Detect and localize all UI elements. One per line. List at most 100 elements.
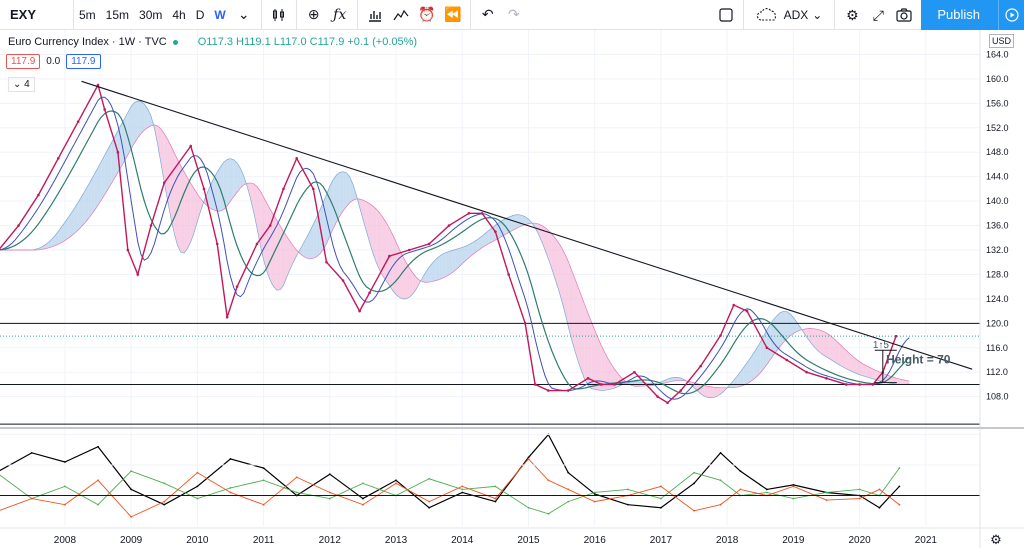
interval-d[interactable]: D: [195, 7, 205, 22]
interval-5m[interactable]: 5m: [79, 7, 96, 22]
indicator-toggle[interactable]: ⌄ 4: [8, 77, 35, 92]
indicators-fx-icon[interactable]: ƒx: [333, 6, 347, 23]
price-point: [215, 242, 219, 246]
di-minus-line-point: [719, 503, 722, 506]
strategy-icon[interactable]: [388, 2, 414, 28]
cloud-segment: [227, 158, 231, 206]
cloud-segment: [422, 272, 426, 283]
ask-price-box[interactable]: 117.9: [66, 54, 101, 69]
cloud-segment: [743, 362, 748, 386]
di-plus-line-point: [295, 491, 298, 494]
cloud-span-b: [0, 124, 910, 389]
cloud-segment: [468, 242, 473, 258]
chevron-down-icon[interactable]: ⌄: [237, 6, 250, 22]
cloud-segment: [740, 367, 744, 387]
price-point: [388, 254, 391, 258]
di-minus-line-point: [693, 509, 695, 512]
di-plus-line-point: [461, 488, 464, 491]
cloud-segment: [187, 177, 191, 249]
cloud-segment: [197, 193, 201, 222]
redo-icon[interactable]: ↷: [507, 6, 520, 22]
cloud-segment: [84, 185, 89, 223]
cloud-segment: [98, 161, 102, 206]
cloud-segment: [866, 365, 870, 378]
cloud-segment: [578, 287, 582, 372]
fullscreen-icon[interactable]: ⤢: [872, 6, 884, 23]
price-point: [311, 187, 315, 191]
price-point: [656, 395, 659, 398]
chart-area[interactable]: 120.0110.0103.5117.959:50 Height = 701↑5…: [0, 30, 1024, 548]
adx-line: [0, 433, 900, 509]
cloud-segment: [144, 104, 148, 131]
cloud-segment: [518, 214, 522, 228]
di-plus-line-point: [547, 512, 550, 515]
layout-square-icon[interactable]: [713, 2, 739, 28]
gear-icon[interactable]: ⚙: [846, 6, 859, 23]
price-point: [235, 285, 239, 288]
interval-w[interactable]: W: [214, 7, 226, 22]
cloud-segment: [217, 166, 221, 212]
interval-4h[interactable]: 4h: [172, 7, 186, 22]
alert-clock-icon[interactable]: ⏰: [418, 6, 436, 22]
camera-icon[interactable]: [891, 2, 917, 28]
cloud-span-a: [0, 100, 910, 399]
cloud-segment: [333, 175, 337, 229]
cloud-segment: [584, 304, 589, 386]
price-point: [765, 346, 769, 350]
cloud-segment: [806, 328, 810, 342]
replay-icon[interactable]: ⏪: [444, 6, 462, 22]
cloud-segment: [790, 313, 794, 337]
adx-line-point: [64, 461, 66, 463]
cloud-segment: [273, 214, 277, 291]
cloud-segment: [280, 225, 284, 290]
di-plus-line-point: [428, 477, 431, 480]
candlestick-icon[interactable]: [266, 2, 292, 28]
gear-icon[interactable]: ⚙: [990, 533, 1002, 548]
cloud-segment: [458, 247, 463, 268]
cloud-segment: [147, 109, 152, 128]
cloud-segment: [194, 188, 198, 233]
cloud-segment: [872, 368, 877, 380]
adx-line-point: [693, 482, 695, 485]
cloud-segment: [230, 158, 234, 202]
undo-icon[interactable]: ↶: [481, 6, 494, 22]
cloud-segment: [64, 217, 69, 241]
cloud-segment: [134, 101, 138, 144]
compare-plus-icon[interactable]: ⊕: [307, 6, 320, 22]
symbol-search[interactable]: EXY: [0, 0, 74, 30]
toolbar-divider: [295, 0, 297, 30]
time-axis-tick-label: 2016: [584, 535, 607, 546]
publish-button[interactable]: Publish: [921, 0, 998, 30]
cloud-segment: [290, 241, 294, 270]
time-axis-tick-label: 2017: [650, 535, 673, 546]
price-point: [666, 401, 669, 405]
price-axis-tick-label: 164.0: [986, 49, 1009, 59]
cloud-segment: [104, 149, 108, 195]
cloud-segment: [432, 259, 436, 282]
currency-label[interactable]: USD: [989, 34, 1015, 48]
cloud-segment: [773, 315, 777, 356]
cloud-segment: [58, 226, 62, 245]
chart-legend: Euro Currency Index · 1W · TVC O117.3 H1…: [8, 36, 417, 48]
cloud-segment: [588, 313, 592, 389]
cloud-segment: [396, 242, 400, 298]
cloud-segment: [137, 101, 142, 138]
interval-15m[interactable]: 15m: [105, 7, 130, 22]
templates-icon[interactable]: [362, 2, 388, 28]
cloud-segment: [833, 337, 837, 364]
price-axis-tick-label: 128.0: [986, 269, 1009, 279]
bid-price-box[interactable]: 117.9: [6, 54, 41, 69]
cloud-segment: [180, 165, 185, 254]
time-axis-tick-label: 2020: [848, 535, 871, 546]
cloud-segment: [551, 233, 555, 279]
price-boxes: 117.9 0.0 117.9: [6, 54, 101, 69]
time-axis-tick-label: 2013: [385, 535, 408, 546]
cloud-segment: [283, 231, 287, 286]
adx-line-point: [163, 503, 166, 506]
trendline[interactable]: [81, 80, 973, 370]
cloud-segment: [323, 194, 327, 250]
play-icon[interactable]: [998, 0, 1024, 30]
interval-30m[interactable]: 30m: [139, 7, 163, 22]
saved-layout-button[interactable]: ADX ⌄: [748, 8, 831, 22]
cloud-segment: [415, 276, 420, 290]
